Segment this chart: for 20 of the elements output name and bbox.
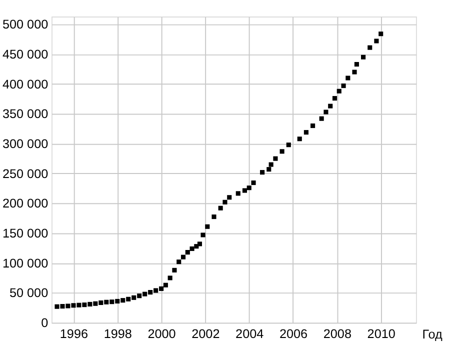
- y-tick-label: 500 000: [2, 18, 48, 32]
- y-tick-label: 50 000: [9, 286, 48, 300]
- x-tick-label: 2010: [367, 326, 396, 341]
- y-tick-label: 250 000: [2, 166, 48, 181]
- y-tick-label: 400 000: [2, 77, 48, 92]
- x-tick-label: 2008: [323, 326, 352, 341]
- x-tick-label: 2000: [148, 326, 176, 341]
- y-tick-label: 450 000: [2, 48, 48, 62]
- y-tick-label: 0: [41, 316, 48, 330]
- x-tick-label: 2006: [279, 326, 308, 341]
- y-tick-label: 100 000: [2, 256, 48, 270]
- x-axis-title: Год: [422, 328, 444, 342]
- x-tick-label: 2002: [192, 326, 220, 341]
- y-tick-label: 350 000: [2, 107, 48, 122]
- y-tick-label: 150 000: [2, 226, 48, 241]
- y-tick-label: 300 000: [2, 137, 48, 152]
- x-tick-label: 2004: [236, 326, 264, 341]
- x-tick-label: 1998: [104, 326, 132, 341]
- x-tick-label: 1996: [60, 326, 88, 341]
- y-tick-label: 200 000: [2, 196, 48, 211]
